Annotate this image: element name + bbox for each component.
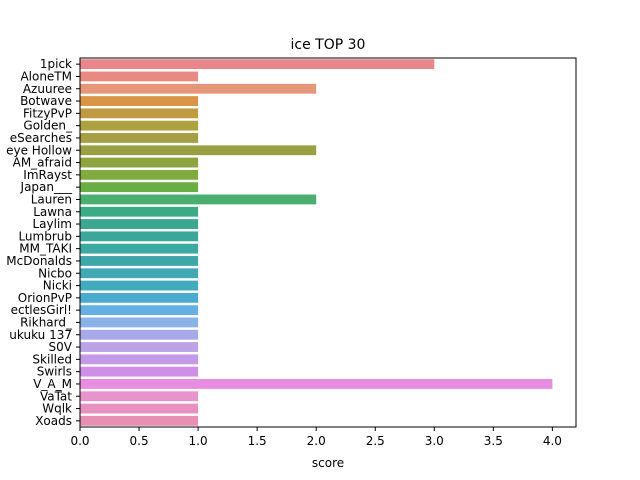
y-tick-label: S0V (49, 340, 73, 354)
bar (80, 366, 199, 377)
bar (80, 256, 199, 266)
bar (80, 317, 199, 328)
bars-group (80, 59, 553, 426)
y-axis: 1pickAloneTMAzuureeBotwaveFitzyPvPGolden… (6, 57, 80, 428)
x-axis: 0.0 0.5 1.0 1.5 2.0 2.5 3.0 3.5 4.0 (70, 427, 562, 448)
y-tick-label: V_A_M (33, 377, 72, 391)
bar (80, 329, 199, 340)
bar (80, 169, 199, 180)
bar (80, 354, 199, 365)
bar (80, 83, 317, 94)
y-tick-label: OrionPvP (18, 291, 72, 305)
y-tick-label: Wqlk (42, 402, 72, 416)
y-tick-label: AloneTM (20, 69, 72, 83)
bar (80, 96, 199, 106)
x-tick-label: 1.5 (248, 434, 267, 448)
y-tick-label: Botwave (20, 94, 72, 108)
bar (80, 219, 199, 229)
y-tick-label: Golden_ (23, 119, 73, 133)
x-tick-label: 4.0 (543, 434, 562, 448)
bar (80, 403, 199, 414)
chart-title: ice TOP 30 (291, 37, 366, 53)
y-tick-label: Swirls (37, 365, 72, 379)
bar (80, 71, 199, 82)
plot-frame (79, 57, 577, 428)
bar (80, 305, 199, 316)
bar (80, 206, 199, 217)
bar (80, 157, 199, 168)
y-tick-label: Rikhard_ (20, 315, 73, 329)
y-tick-label: Skilled (32, 352, 72, 366)
y-tick-label: VaTat (40, 389, 72, 403)
bar (80, 120, 199, 131)
bar (80, 415, 199, 426)
x-tick-label: 3.0 (425, 434, 444, 448)
y-tick-label: Lauren (31, 192, 72, 206)
y-tick-label: Japan___ (20, 180, 73, 194)
bar (80, 379, 553, 389)
y-tick-label: Nicbo (38, 266, 72, 280)
y-tick-label: Lumbrub (18, 229, 72, 243)
x-tick-label: 3.5 (484, 434, 503, 448)
bar (80, 194, 317, 205)
x-tick-label: 0.0 (70, 434, 89, 448)
y-tick-label: Xoads (35, 414, 72, 428)
bar (80, 133, 199, 143)
y-tick-label: eye Hollow (6, 143, 72, 157)
y-tick-label: Lawna (33, 205, 72, 219)
bar (80, 268, 199, 279)
y-tick-label: ectlesGirl! (11, 303, 72, 317)
y-tick-label: 1pick (40, 57, 72, 71)
bar (80, 182, 199, 193)
y-tick-label: McDonalds (6, 254, 72, 268)
y-tick-label: Nicki (43, 279, 72, 293)
bar (80, 280, 199, 291)
bar (80, 145, 317, 156)
bar (80, 231, 199, 242)
y-tick-label: Azuuree (23, 82, 72, 96)
y-tick-label: ukuku 137 (9, 328, 72, 342)
bar (80, 108, 199, 119)
y-tick-label: FitzyPvP (23, 106, 72, 120)
bar (80, 391, 199, 402)
y-tick-label: eSearches (10, 131, 72, 145)
y-tick-label: AM_afraid (13, 156, 72, 170)
y-tick-label: MM_TAKI (19, 242, 72, 256)
x-tick-label: 2.0 (307, 434, 326, 448)
x-axis-label: score (312, 456, 344, 470)
bar (80, 342, 199, 352)
bar (80, 59, 435, 70)
x-tick-label: 1.0 (189, 434, 208, 448)
x-tick-label: 0.5 (130, 434, 149, 448)
y-tick-label: Laylim (33, 217, 73, 231)
bar (80, 243, 199, 254)
x-tick-label: 2.5 (366, 434, 385, 448)
y-tick-label: ImRayst (23, 168, 72, 182)
bar (80, 292, 199, 303)
